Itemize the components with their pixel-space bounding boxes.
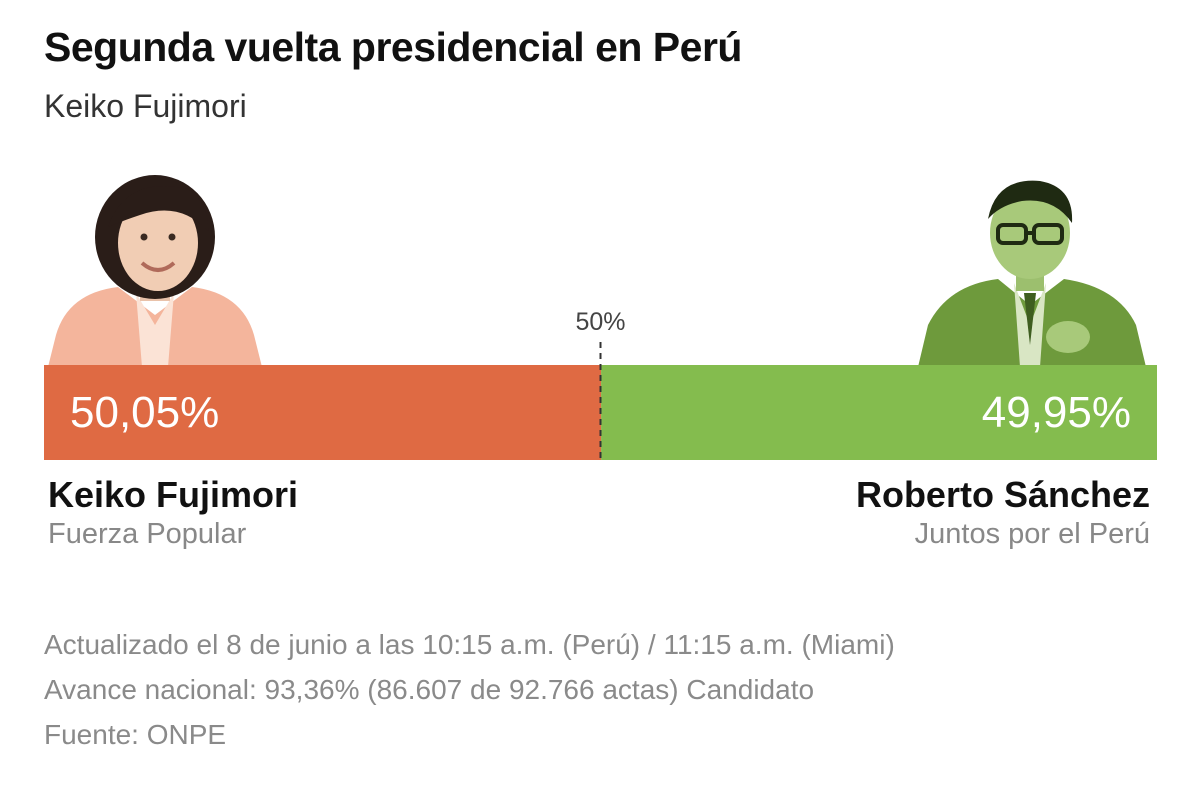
footer-updated: Actualizado el 8 de junio a las 10:15 a.… [44,629,895,660]
right-candidate-party: Juntos por el Perú [914,518,1150,550]
chart-subtitle: Keiko Fujimori [44,88,247,124]
footer-progress: Avance nacional: 93,36% (86.607 de 92.76… [44,674,815,705]
keiko-fujimori-photo [48,175,262,367]
left-candidate-name: Keiko Fujimori [48,474,299,515]
left-candidate-party: Fuerza Popular [48,518,247,550]
bar-keiko-fujimori [44,365,602,460]
right-candidate-name: Roberto Sánchez [855,474,1150,515]
midpoint-label: 50% [575,308,625,336]
footer-source: Fuente: ONPE [44,719,227,750]
chart-footer: Actualizado el 8 de junio a las 10:15 a.… [44,622,895,757]
data-label-roberto-sanchez: 49,95% [982,388,1131,437]
data-label-keiko-fujimori: 50,05% [70,388,219,437]
chart-title: Segunda vuelta presidencial en Perú [44,24,742,70]
roberto-sanchez-photo [918,180,1146,367]
bar-roberto-sanchez [601,365,1157,460]
